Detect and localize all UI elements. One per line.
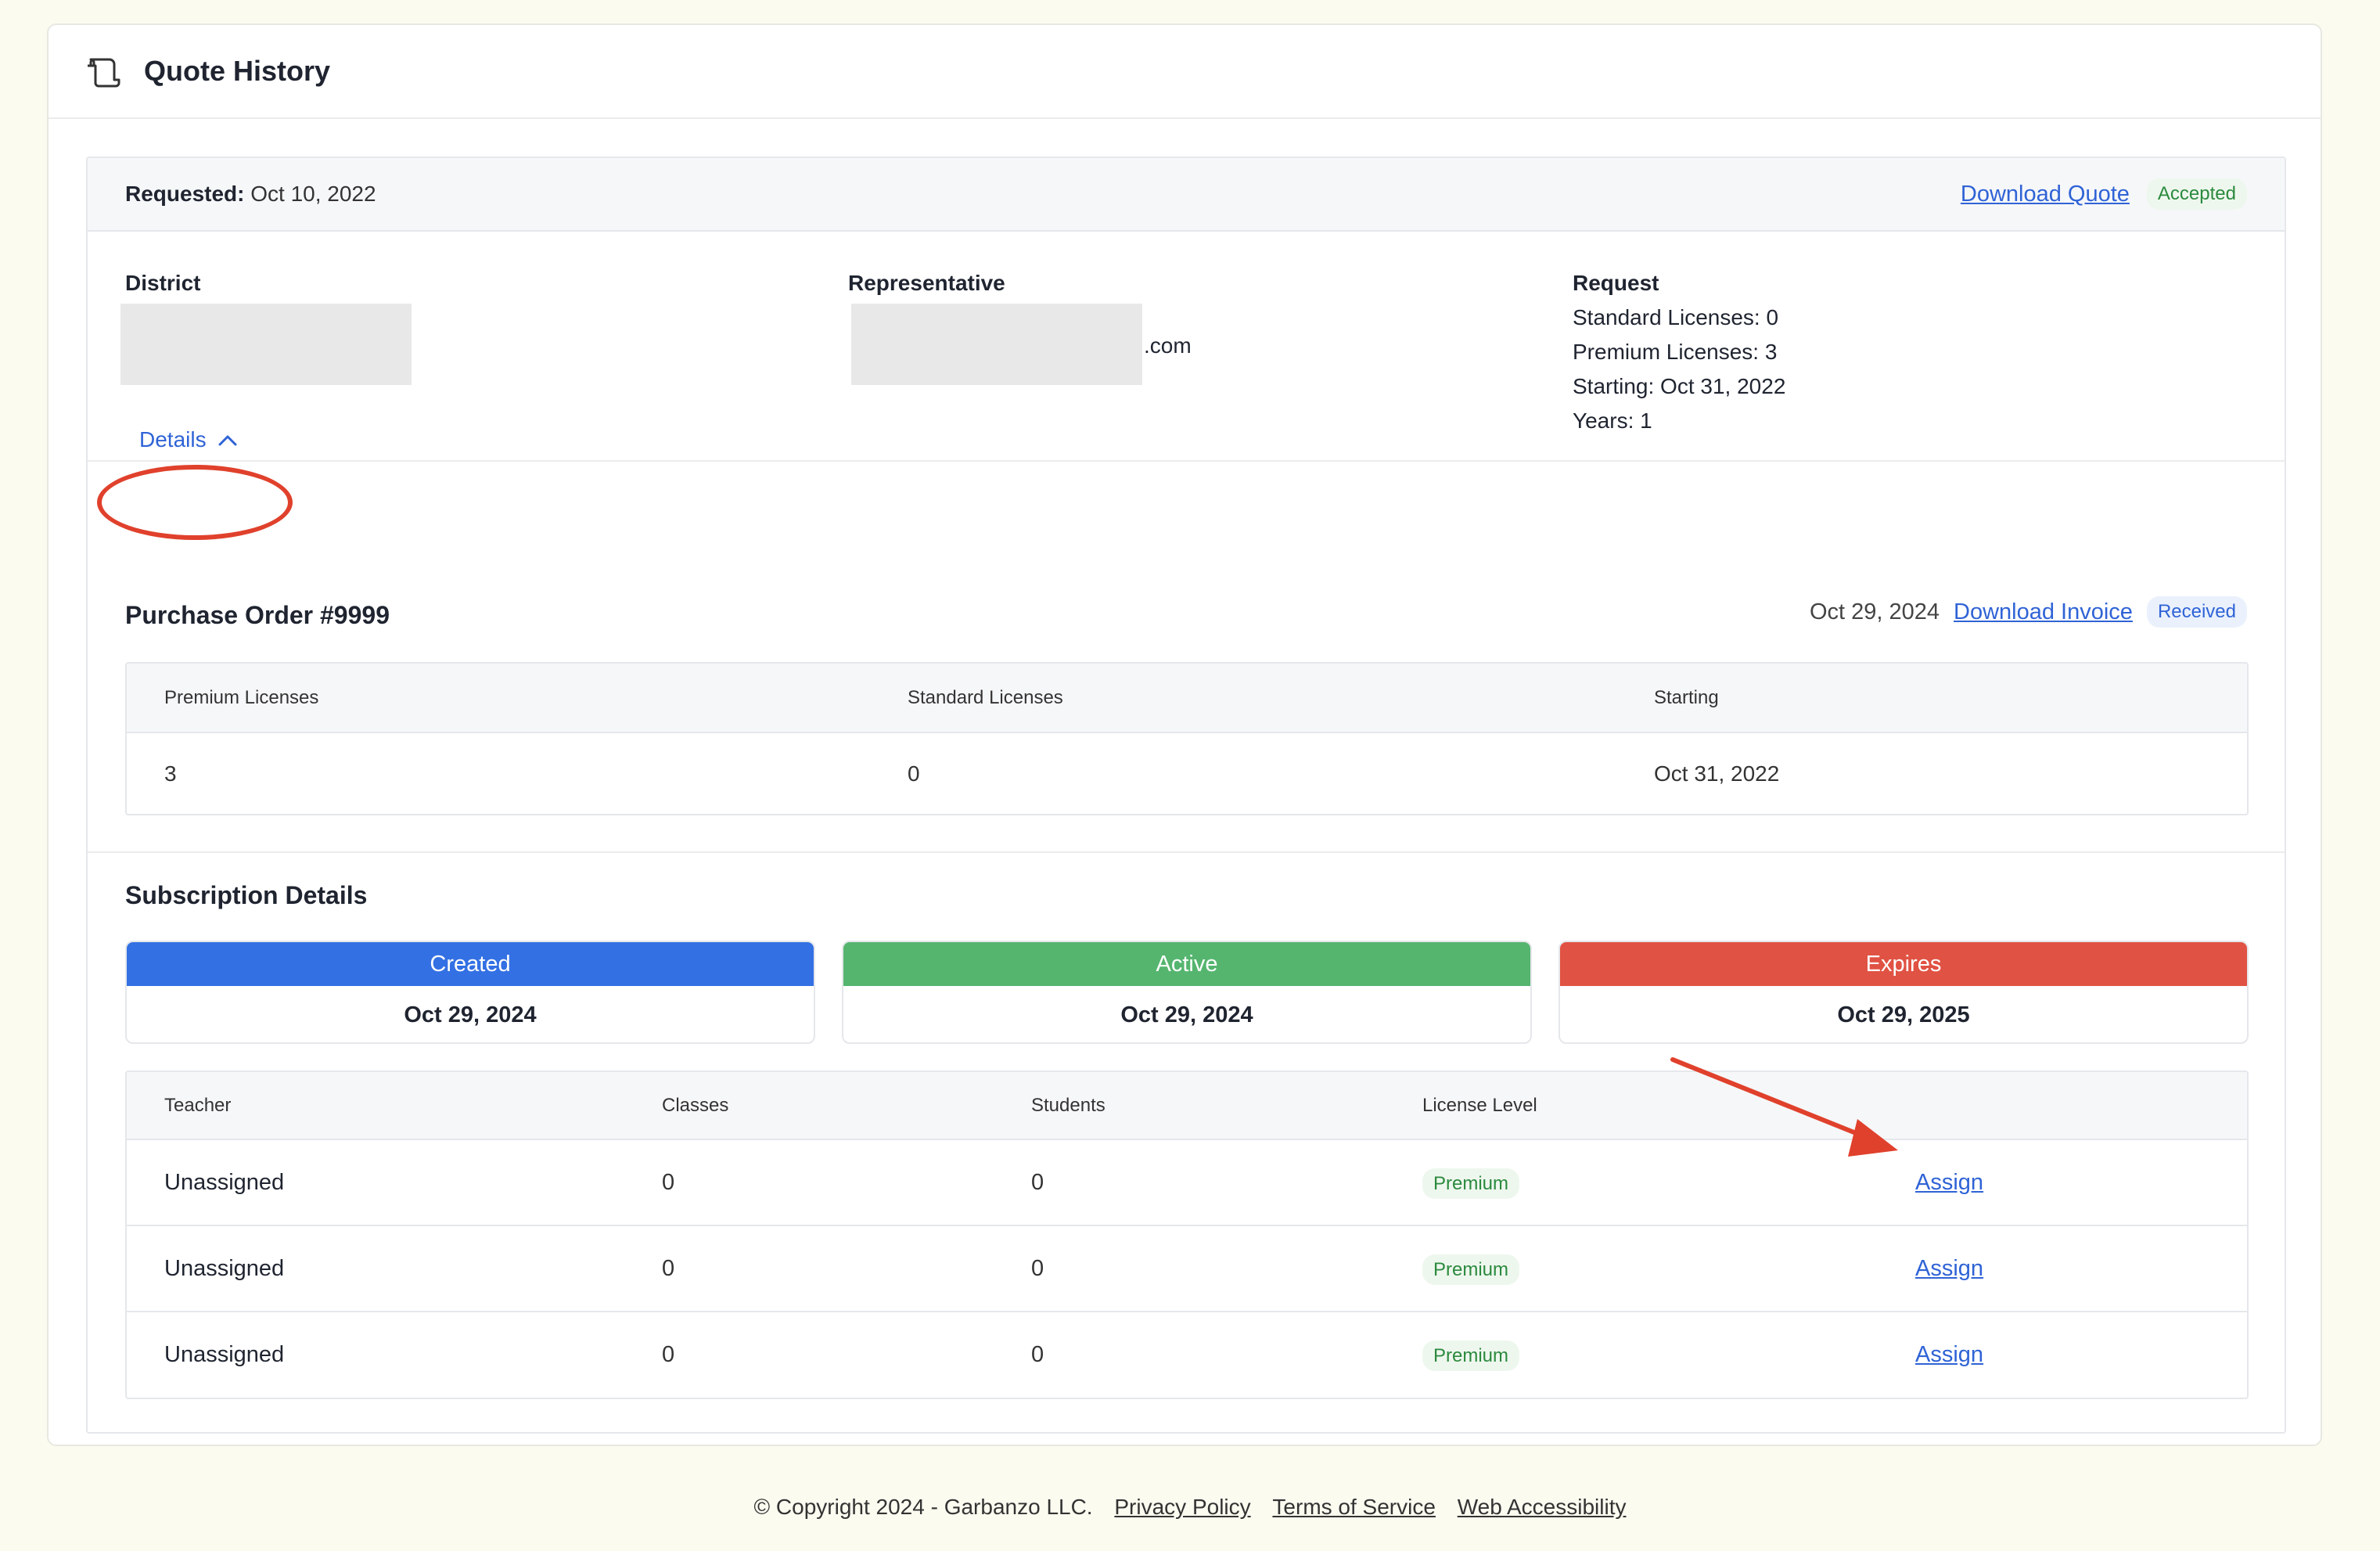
- requested-date: Oct 10, 2022: [250, 182, 376, 206]
- footer: © Copyright 2024 - Garbanzo LLC. Privacy…: [0, 1495, 2380, 1520]
- web-accessibility-link[interactable]: Web Accessibility: [1457, 1495, 1627, 1519]
- request-column: Request Standard Licenses: 0 Premium Lic…: [1573, 266, 1785, 438]
- assign-link[interactable]: Assign: [1915, 1255, 1984, 1281]
- column-header: Standard Licenses: [870, 664, 1616, 733]
- license-table: Teacher Classes Students License Level U…: [125, 1071, 2249, 1399]
- classes-cell: 0: [624, 1139, 994, 1226]
- expires-label: Expires: [1560, 942, 2247, 986]
- copyright-text: © Copyright 2024 - Garbanzo LLC.: [753, 1495, 1093, 1519]
- column-header: Premium Licenses: [127, 664, 870, 733]
- scroll-icon: [88, 58, 120, 88]
- classes-cell: 0: [662, 1342, 675, 1367]
- column-header: Teacher: [127, 1072, 624, 1140]
- table-row: 3 0 Oct 31, 2022: [127, 732, 2247, 814]
- purchase-order-date: Oct 29, 2024: [1809, 599, 1940, 624]
- redacted-district-info: [120, 304, 412, 385]
- chevron-up-icon: [218, 435, 237, 446]
- column-header: Classes: [624, 1072, 994, 1140]
- privacy-policy-link[interactable]: Privacy Policy: [1114, 1495, 1251, 1519]
- district-heading: District: [125, 271, 201, 295]
- assign-link[interactable]: Assign: [1915, 1342, 1984, 1367]
- request-heading: Request: [1573, 271, 1659, 295]
- quote-summary-bar: Requested: Oct 10, 2022 Download Quote A…: [88, 158, 2285, 232]
- standard-licenses-cell: 0: [908, 761, 920, 786]
- quote-panel: Requested: Oct 10, 2022 Download Quote A…: [86, 157, 2286, 1434]
- redacted-representative-info: [851, 304, 1142, 385]
- table-row: Unassigned 0 0 Premium Assign: [127, 1225, 2247, 1312]
- column-header-action: [1878, 1072, 2247, 1140]
- request-line: Years: 1: [1573, 408, 1652, 433]
- download-quote-link[interactable]: Download Quote: [1960, 181, 2130, 207]
- quote-history-card: Quote History Requested: Oct 10, 2022 Do…: [47, 23, 2322, 1446]
- subscription-cards: Created Oct 29, 2024 Active Oct 29, 2024…: [125, 941, 2249, 1044]
- details-toggle[interactable]: Details: [139, 427, 238, 452]
- expires-card: Expires Oct 29, 2025: [1559, 941, 2249, 1044]
- column-header: Starting: [1616, 664, 2247, 733]
- license-level-badge: Premium: [1422, 1340, 1520, 1371]
- section-divider: [88, 851, 2285, 853]
- table-row: Unassigned 0 0 Premium Assign: [127, 1139, 2247, 1226]
- representative-heading: Representative: [848, 271, 1005, 295]
- created-card: Created Oct 29, 2024: [125, 941, 815, 1044]
- requested-label: Requested:: [125, 182, 245, 206]
- representative-column: Representative: [848, 266, 1005, 300]
- expires-date: Oct 29, 2025: [1837, 1002, 1970, 1027]
- purchase-order-title: Purchase Order #9999: [125, 601, 390, 629]
- quote-status-badge: Accepted: [2146, 178, 2247, 210]
- terms-of-service-link[interactable]: Terms of Service: [1272, 1495, 1436, 1519]
- request-line: Standard Licenses: 0: [1573, 305, 1779, 329]
- active-date: Oct 29, 2024: [1120, 1002, 1253, 1027]
- invoice-status-badge: Received: [2146, 596, 2247, 628]
- representative-email-suffix: .com: [1144, 333, 1192, 358]
- column-header: License Level: [1385, 1072, 1878, 1140]
- license-level-badge: Premium: [1422, 1254, 1520, 1285]
- starting-cell: Oct 31, 2022: [1654, 761, 1780, 786]
- premium-licenses-cell: 3: [164, 761, 177, 786]
- district-column: District: [125, 266, 200, 300]
- license-level-cell: Premium: [1385, 1139, 1878, 1226]
- requested-info: Requested: Oct 10, 2022: [125, 182, 376, 207]
- highlight-circle-annotation: [97, 465, 293, 540]
- teacher-cell: Unassigned: [127, 1225, 624, 1312]
- assign-link[interactable]: Assign: [1915, 1169, 1984, 1195]
- active-card: Active Oct 29, 2024: [842, 941, 1532, 1044]
- active-label: Active: [843, 942, 1530, 986]
- quote-info-row: District Representative .com Request Sta…: [88, 232, 2285, 462]
- created-label: Created: [127, 942, 814, 986]
- request-line: Starting: Oct 31, 2022: [1573, 374, 1786, 398]
- column-header: Students: [994, 1072, 1385, 1140]
- created-date: Oct 29, 2024: [404, 1002, 537, 1027]
- purchase-order-meta: Oct 29, 2024 Download Invoice Received: [1810, 596, 2247, 628]
- card-header: Quote History: [49, 25, 2321, 119]
- license-level-cell: Premium: [1385, 1312, 1878, 1398]
- subscription-title: Subscription Details: [125, 881, 368, 909]
- students-cell: 0: [994, 1225, 1385, 1312]
- teacher-cell: Unassigned: [127, 1139, 624, 1226]
- purchase-order-table: Premium Licenses Standard Licenses Start…: [125, 662, 2249, 815]
- students-cell: 0: [994, 1139, 1385, 1226]
- request-line: Premium Licenses: 3: [1573, 340, 1778, 364]
- download-invoice-link[interactable]: Download Invoice: [1954, 599, 2133, 624]
- students-cell: 0: [1031, 1342, 1044, 1367]
- classes-cell: 0: [624, 1225, 994, 1312]
- license-level-badge: Premium: [1422, 1168, 1520, 1199]
- table-row: Unassigned 0 0 Premium Assign: [127, 1312, 2247, 1398]
- details-label: Details: [139, 427, 207, 452]
- teacher-cell: Unassigned: [164, 1342, 285, 1367]
- license-level-cell: Premium: [1385, 1225, 1878, 1312]
- page-title: Quote History: [144, 55, 331, 87]
